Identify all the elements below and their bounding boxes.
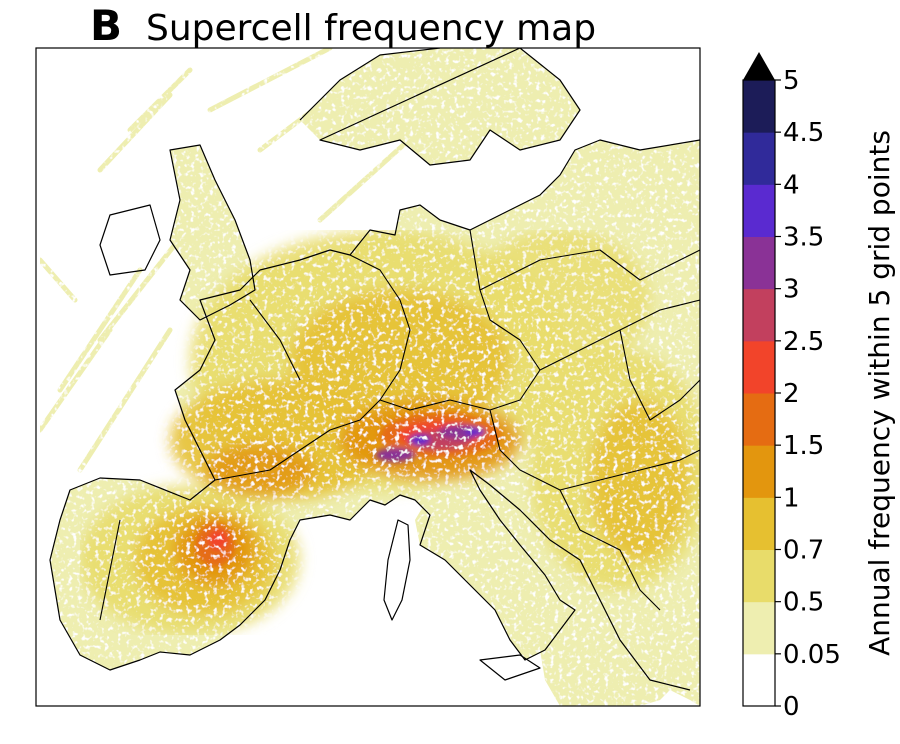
- colorbar-tick-label: 1.5: [783, 431, 824, 461]
- contour-2.5-spain: [208, 530, 228, 550]
- colorbar-segment-3-3.5: [743, 236, 775, 290]
- colorbar: 0 0.05 0.5 0.7 1 1.5 2 2.5 3 3.5 4 4.5 5 Annual freq…: [742, 52, 896, 722]
- colorbar-tick-label: 5: [783, 66, 800, 96]
- colorbar-tick-label: 3: [783, 275, 800, 305]
- sicily-coastline: [479, 654, 541, 681]
- frequency-map: [36, 48, 700, 706]
- colorbar-segment-0-0.05: [743, 653, 775, 707]
- colorbar-tick-label: 0.5: [783, 588, 824, 618]
- scandinavia-coastline: [299, 48, 581, 166]
- scandinavia-land: [300, 48, 580, 165]
- colorbar-tick-label: 0.7: [783, 536, 824, 566]
- colorbar-segment-2-2.5: [743, 340, 775, 394]
- colorbar-tick-label: 4: [783, 170, 800, 200]
- coastlines-and-borders: [49, 48, 700, 691]
- colorbar-extend-arrow: [743, 52, 775, 80]
- colorbar-segment-0.5-0.7: [743, 549, 775, 603]
- contour-4-alps: [410, 435, 430, 445]
- country-borders: [99, 229, 700, 621]
- uk-coastline: [169, 144, 256, 321]
- colorbar-tick-label: 2: [783, 379, 800, 409]
- uk-land: [170, 145, 255, 320]
- corsica-sardinia-coastline: [383, 519, 411, 621]
- contour-4-alps-east: [465, 428, 485, 436]
- colorbar-tick-label: 3.5: [783, 223, 824, 253]
- contour-1-balkans: [590, 400, 690, 560]
- continental-coastline: [49, 139, 700, 691]
- colorbar-ticks: 0 0.05 0.5 0.7 1 1.5 2 2.5 3 3.5 4 4.5 5: [775, 66, 841, 722]
- colorbar-segment-4.5-5: [743, 80, 775, 133]
- map-title: Supercell frequency map: [146, 8, 596, 49]
- contour-1-germany: [290, 290, 510, 430]
- colorbar-tick-label: 0: [783, 692, 800, 722]
- colorbar-segment-1-1.5: [743, 445, 775, 498]
- colorbar-segment-4-4.5: [743, 132, 775, 185]
- contour-1.5-france: [205, 445, 315, 495]
- colorbar-segment-0.7-1: [743, 497, 775, 550]
- contour-3.5-alps-west: [375, 448, 415, 462]
- colorbar-segments: [743, 80, 775, 707]
- offshore-storm-tracks: [37, 48, 423, 473]
- frequency-hotspots: [80, 230, 700, 635]
- colorbar-tick-label: 0.05: [783, 640, 841, 670]
- colorbar-segment-3.5-4: [743, 184, 775, 237]
- colorbar-tick-label: 2.5: [783, 327, 824, 357]
- colorbar-tick-label: 1: [783, 483, 800, 513]
- colorbar-tick-label: 4.5: [783, 118, 824, 148]
- contour-0.7-poland: [470, 230, 650, 370]
- panel-letter: B: [90, 1, 122, 50]
- colorbar-label: Annual frequency within 5 grid points: [863, 130, 896, 656]
- map-frame: [35, 47, 701, 707]
- colorbar-segment-1.5-2: [743, 393, 775, 446]
- italy-land: [415, 470, 575, 660]
- ireland-coastline: [99, 204, 161, 276]
- colorbar-segment-0.05-0.5: [743, 601, 775, 655]
- colorbar-segment-2.5-3: [743, 288, 775, 342]
